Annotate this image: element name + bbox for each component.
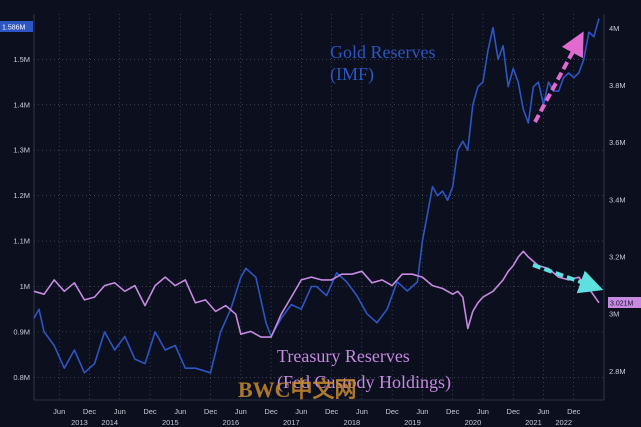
gold-last-value-badge: 1.586M — [0, 21, 33, 32]
x-year-label: 2015 — [162, 418, 179, 427]
x-tick-label: Jun — [235, 407, 247, 416]
left-tick-label: 1.3M — [13, 146, 30, 155]
right-tick-label: 3.8M — [609, 81, 626, 90]
right-tick-label: 3.4M — [609, 195, 626, 204]
x-tick-label: Dec — [264, 407, 278, 416]
x-tick-label: Dec — [143, 407, 157, 416]
x-tick-label: Jun — [356, 407, 368, 416]
x-tick-label: Jun — [537, 407, 549, 416]
left-tick-label: 1.1M — [13, 237, 30, 246]
x-year-label: 2016 — [222, 418, 239, 427]
x-tick-label: Dec — [446, 407, 460, 416]
x-tick-label: Jun — [295, 407, 307, 416]
x-year-label: 2022 — [555, 418, 572, 427]
x-year-label: 2021 — [525, 418, 542, 427]
x-year-label: 2013 — [71, 418, 88, 427]
x-tick-label: Jun — [416, 407, 428, 416]
x-year-label: 2017 — [283, 418, 300, 427]
x-year-label: 2018 — [344, 418, 361, 427]
gold-label-line-1: Gold Reserves — [330, 42, 435, 62]
x-tick-label: Jun — [114, 407, 126, 416]
x-tick-label: Dec — [204, 407, 218, 416]
series-line-gold — [33, 18, 600, 374]
right-tick-label: 4M — [609, 24, 619, 33]
x-tick-label: Jun — [53, 407, 65, 416]
x-tick-label: Dec — [83, 407, 97, 416]
gold-last-value-text: 1.586M — [2, 25, 26, 32]
series-line-treasury — [33, 250, 600, 338]
left-tick-label: 0.9M — [13, 327, 30, 336]
x-year-label: 2020 — [465, 418, 482, 427]
x-tick-label: Dec — [385, 407, 399, 416]
right-tick-label: 3.6M — [609, 138, 626, 147]
x-tick-label: Dec — [567, 407, 581, 416]
left-tick-label: 1M — [20, 282, 30, 291]
x-tick-label: Jun — [477, 407, 489, 416]
right-tick-label: 3M — [609, 310, 619, 319]
x-tick-label: Dec — [507, 407, 521, 416]
treasury-last-value-text: 3.021M — [610, 301, 634, 308]
series-layer — [33, 18, 600, 374]
grid — [34, 14, 604, 400]
treasury-label-line-1: Treasury Reserves — [277, 346, 410, 366]
x-axis: Jun Dec 2013 Jun 2014 Dec Jun 2015 Dec Jun 2016 Dec… — [34, 399, 604, 427]
gold-trend-arrow — [533, 31, 584, 123]
right-tick-label: 3.2M — [609, 253, 626, 262]
left-axis: 0.8M 0.9M 1M 1.1M 1.2M 1.3M 1.4M 1.5M — [13, 14, 35, 400]
x-year-label: 2019 — [404, 418, 421, 427]
left-tick-label: 1.4M — [13, 100, 30, 109]
treasury-trend-arrow — [532, 263, 604, 294]
treasury-last-value-badge: 3.021M — [608, 297, 641, 308]
treasury-label-line-2: (Fed Custody Holdings) — [277, 372, 451, 393]
left-tick-label: 0.8M — [13, 373, 30, 382]
left-tick-label: 1.5M — [13, 55, 30, 64]
right-tick-label: 2.8M — [609, 367, 626, 376]
right-axis: 2.8M 3M 3.2M 3.4M 3.6M 3.8M 4M — [603, 14, 626, 400]
gold-label-line-2: (IMF) — [330, 64, 374, 85]
left-tick-label: 1.2M — [13, 191, 30, 200]
x-tick-label: Dec — [325, 407, 339, 416]
x-tick-label: Jun — [174, 407, 186, 416]
watermark: BWC中文网 — [238, 377, 357, 402]
x-year-label: 2014 — [101, 418, 118, 427]
